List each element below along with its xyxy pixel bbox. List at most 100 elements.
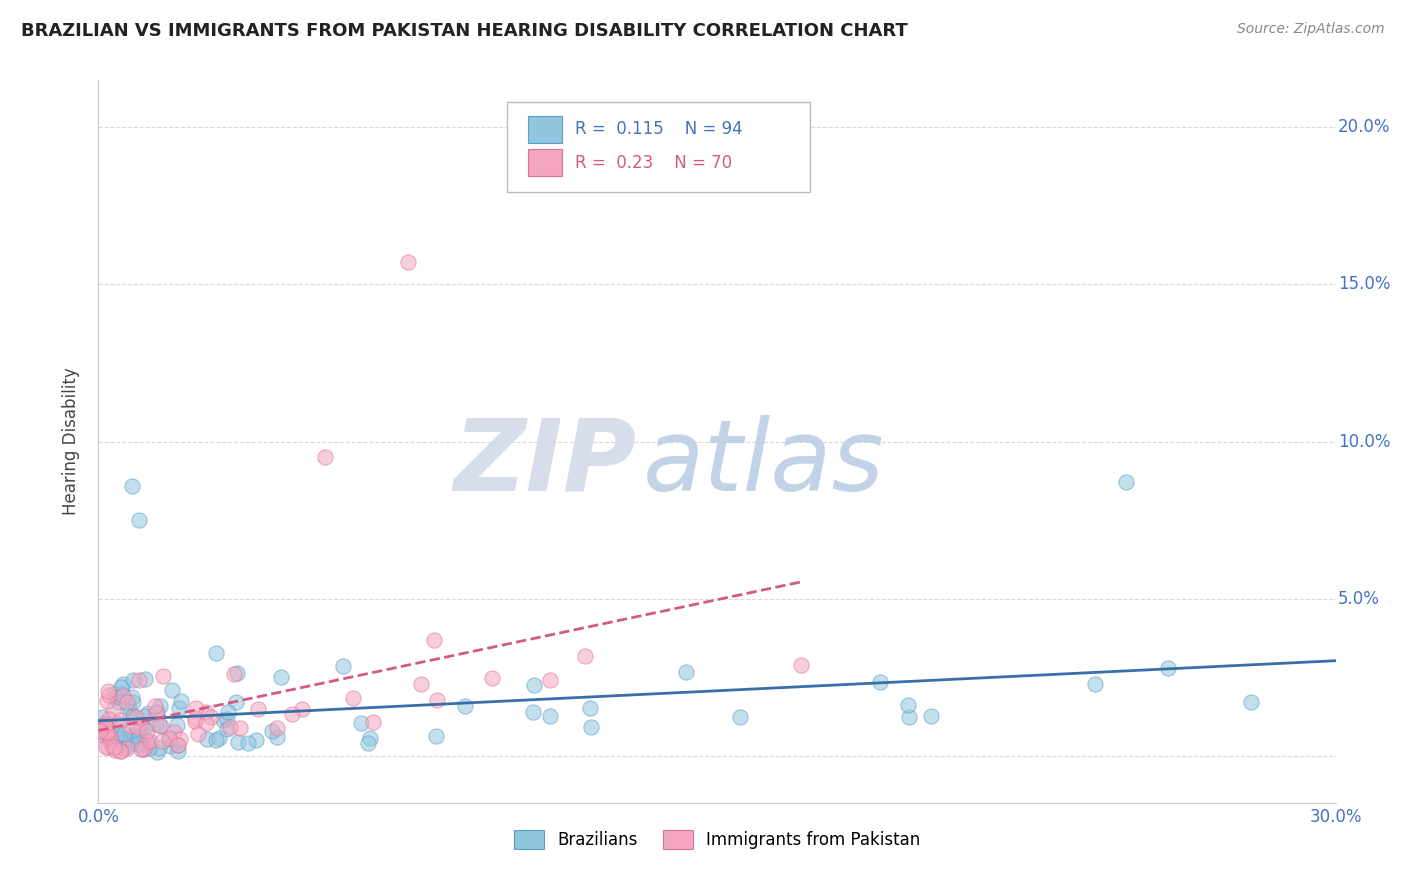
Point (204, 646, 226, 660)
Point (166, 717, 188, 731)
Point (105, 729, 128, 743)
Point (246, 702, 269, 716)
Point (96, 724, 118, 739)
Point (122, 734, 145, 748)
Point (581, 720, 603, 734)
Point (1240, 696, 1263, 710)
Point (145, 706, 167, 721)
Point (121, 737, 143, 751)
Point (103, 688, 125, 702)
Point (128, 673, 150, 687)
Point (194, 706, 217, 720)
Point (228, 722, 250, 736)
Point (129, 716, 152, 731)
Point (136, 735, 159, 749)
Text: R =  0.115    N = 94: R = 0.115 N = 94 (575, 120, 742, 138)
Point (423, 632, 446, 647)
Point (118, 706, 141, 721)
Point (1157, 660, 1180, 674)
Point (1084, 677, 1107, 691)
Point (94, 720, 117, 734)
Text: atlas: atlas (643, 415, 884, 512)
Text: R =  0.23    N = 70: R = 0.23 N = 70 (575, 153, 733, 171)
Point (226, 734, 249, 748)
Point (122, 728, 145, 742)
Point (132, 709, 155, 723)
Point (98, 734, 121, 748)
Point (897, 698, 920, 712)
Point (111, 689, 134, 703)
Y-axis label: Hearing Disability: Hearing Disability (62, 368, 80, 516)
Point (96, 728, 118, 742)
Point (454, 698, 477, 713)
Point (167, 700, 190, 714)
FancyBboxPatch shape (527, 149, 562, 177)
Point (349, 715, 371, 730)
Point (1115, 475, 1137, 490)
Point (108, 713, 131, 727)
Point (481, 671, 503, 685)
Point (675, 665, 697, 680)
Point (138, 741, 160, 756)
Point (270, 670, 292, 684)
Point (131, 726, 153, 740)
Point (150, 734, 173, 748)
Text: Source: ZipAtlas.com: Source: ZipAtlas.com (1237, 22, 1385, 37)
Point (115, 741, 138, 756)
Point (730, 710, 752, 724)
Point (90, 728, 112, 742)
Point (205, 732, 228, 747)
Point (96, 693, 118, 707)
Point (522, 705, 544, 719)
Point (128, 729, 150, 743)
Point (103, 736, 125, 750)
Point (426, 693, 449, 707)
Point (579, 700, 602, 714)
Point (110, 735, 132, 749)
Point (225, 666, 247, 681)
Point (89, 723, 111, 738)
Point (225, 695, 247, 709)
Point (361, 715, 384, 730)
Point (281, 706, 304, 721)
Point (139, 734, 162, 748)
Point (94, 723, 117, 738)
Point (101, 703, 124, 717)
Point (121, 696, 143, 710)
Point (869, 674, 891, 689)
Point (169, 732, 191, 747)
Point (121, 690, 143, 704)
Point (149, 699, 172, 714)
Point (920, 709, 942, 723)
Point (262, 723, 284, 738)
Point (425, 729, 447, 743)
Point (396, 255, 419, 269)
Point (411, 677, 433, 691)
Point (184, 714, 207, 729)
Point (148, 718, 170, 732)
Point (236, 736, 259, 750)
Text: 15.0%: 15.0% (1339, 276, 1391, 293)
Point (136, 734, 159, 748)
Point (222, 667, 245, 681)
Point (103, 739, 125, 754)
Point (148, 741, 170, 756)
Point (195, 715, 218, 730)
Point (145, 717, 167, 731)
Point (94, 718, 117, 732)
Point (96, 720, 118, 734)
Point (115, 731, 138, 746)
Point (160, 682, 183, 697)
Point (110, 680, 132, 694)
Point (98, 730, 121, 744)
Point (159, 739, 181, 754)
Point (97, 683, 120, 698)
Point (97, 688, 120, 702)
Point (143, 699, 166, 714)
Point (342, 690, 364, 705)
Point (100, 734, 122, 748)
Point (110, 744, 132, 758)
Point (166, 739, 188, 753)
Point (163, 725, 186, 739)
Point (897, 710, 920, 724)
